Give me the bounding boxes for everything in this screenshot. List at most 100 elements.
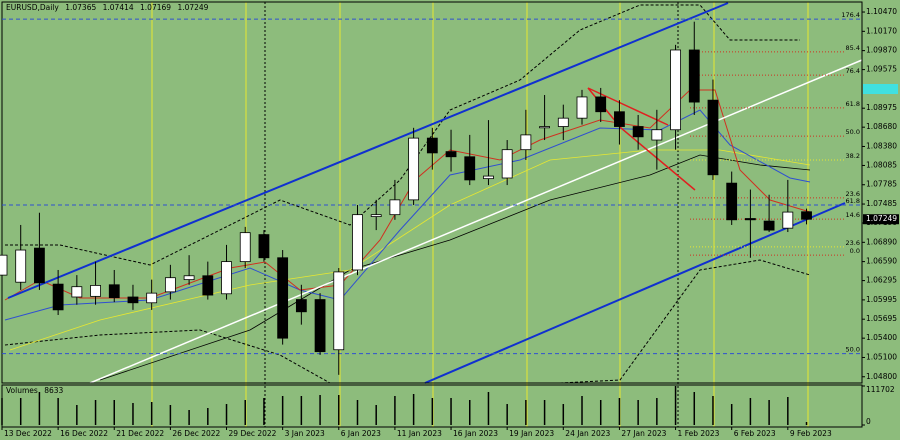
y-tick-label: 1.05995 xyxy=(866,295,897,304)
candle-body xyxy=(34,247,45,284)
candle-body xyxy=(127,296,139,304)
candle-body xyxy=(557,117,569,127)
y-tick-label: 1.10470 xyxy=(866,7,897,16)
candle-body xyxy=(539,126,550,129)
price-panel-border xyxy=(1,1,863,384)
candle-body xyxy=(90,285,101,297)
bollinger-upper xyxy=(5,4,800,266)
candle-body xyxy=(277,257,289,339)
candle-body xyxy=(651,129,663,141)
candle-body xyxy=(52,283,64,311)
candle-body xyxy=(483,175,494,180)
candle-body xyxy=(595,96,607,113)
y-tick-label: 1.06890 xyxy=(866,237,897,246)
x-tick-label: 16 Dec 2022 xyxy=(60,429,108,438)
level-label: 50.0 xyxy=(846,346,860,354)
x-tick-label: 1 Feb 2023 xyxy=(678,429,720,438)
candle-body xyxy=(146,292,158,304)
level-label: 23.6 xyxy=(846,239,860,247)
bollinger-lower xyxy=(4,329,331,384)
candle-body xyxy=(745,218,756,221)
volume-tick-label: 0 xyxy=(866,417,871,426)
candle-body xyxy=(164,277,176,293)
level-label: 38.2 xyxy=(846,152,860,160)
candle-body xyxy=(614,111,625,127)
level-label: 0.0 xyxy=(850,247,860,255)
level-label: 76.4 xyxy=(846,67,860,75)
y-tick-label: 1.07485 xyxy=(866,199,897,208)
bollinger-lower xyxy=(559,259,811,384)
candle-body xyxy=(670,49,681,131)
x-tick-label: 24 Jan 2023 xyxy=(565,429,610,438)
candle-body xyxy=(520,134,532,151)
candle-body xyxy=(221,261,232,295)
candle-body xyxy=(707,99,719,176)
candle-body xyxy=(445,151,457,158)
y-tick-label: 1.09575 xyxy=(866,65,897,74)
y-tick-label: 1.06590 xyxy=(866,257,897,266)
candle-body xyxy=(239,232,251,263)
candle-body xyxy=(352,214,363,271)
candle-body xyxy=(15,249,27,283)
candle-body xyxy=(258,234,270,259)
candle-body xyxy=(426,137,438,154)
header-high: 1.07414 xyxy=(103,3,134,12)
y-tick-label: 1.04800 xyxy=(866,372,897,381)
candle-body xyxy=(576,96,588,119)
current-price-label: 1.07249 xyxy=(866,214,897,223)
level-label: 176.4 xyxy=(841,11,860,19)
candle-body xyxy=(632,126,644,138)
channel-upper xyxy=(7,2,729,299)
y-tick-label: 1.08380 xyxy=(866,141,897,150)
level-label: 14.6 xyxy=(846,211,860,219)
candle-body xyxy=(314,299,326,353)
x-tick-label: 27 Jan 2023 xyxy=(621,429,666,438)
y-tick-label: 1.05400 xyxy=(866,333,897,342)
header-close: 1.07249 xyxy=(177,3,208,12)
header-low: 1.07169 xyxy=(140,3,171,12)
x-tick-label: 11 Jan 2023 xyxy=(397,429,442,438)
x-tick-label: 16 Jan 2023 xyxy=(453,429,498,438)
chart-header: EURUSD,Daily 1.07365 1.07414 1.07169 1.0… xyxy=(6,3,209,12)
period-separators xyxy=(151,2,809,427)
candle-body xyxy=(0,254,8,276)
y-tick-label: 1.05695 xyxy=(866,314,897,323)
candle-body xyxy=(202,275,214,296)
x-tick-label: 19 Jan 2023 xyxy=(509,429,554,438)
y-tick-label: 1.09870 xyxy=(866,46,897,55)
candle-body xyxy=(183,275,195,281)
candle-body xyxy=(333,271,345,351)
volume-header: Volumes 8633 xyxy=(6,386,64,395)
x-tick-label: 13 Dec 2022 xyxy=(4,429,52,438)
candle-body xyxy=(763,220,775,231)
candle-body xyxy=(501,149,513,179)
level-label: 61.8 xyxy=(846,197,860,205)
candle-body xyxy=(464,156,476,181)
moving-average xyxy=(4,109,811,321)
y-tick-label: 1.10170 xyxy=(866,26,897,35)
channel-lower xyxy=(424,202,846,384)
candle-body xyxy=(108,284,120,299)
candle-body xyxy=(782,211,794,229)
volume-title: Volumes xyxy=(6,386,38,395)
candle-body xyxy=(726,182,738,221)
x-tick-label: 21 Dec 2022 xyxy=(116,429,164,438)
candle-body xyxy=(295,299,307,313)
x-tick-label: 6 Jan 2023 xyxy=(341,429,381,438)
x-tick-label: 26 Dec 2022 xyxy=(172,429,220,438)
y-tick-label: 1.08975 xyxy=(866,103,897,112)
volume-last: 8633 xyxy=(44,386,63,395)
x-tick-label: 29 Dec 2022 xyxy=(229,429,277,438)
candle-body xyxy=(801,211,812,220)
x-tick-label: 6 Feb 2023 xyxy=(734,429,776,438)
level-label: 85.4 xyxy=(846,44,860,52)
y-tick-label: 1.06295 xyxy=(866,276,897,285)
level-label: 50.0 xyxy=(846,128,860,136)
y-tick-label: 1.08680 xyxy=(866,122,897,131)
candle-body xyxy=(688,49,700,103)
chart-title: EURUSD,Daily xyxy=(6,3,59,12)
current-price-box xyxy=(863,214,899,225)
